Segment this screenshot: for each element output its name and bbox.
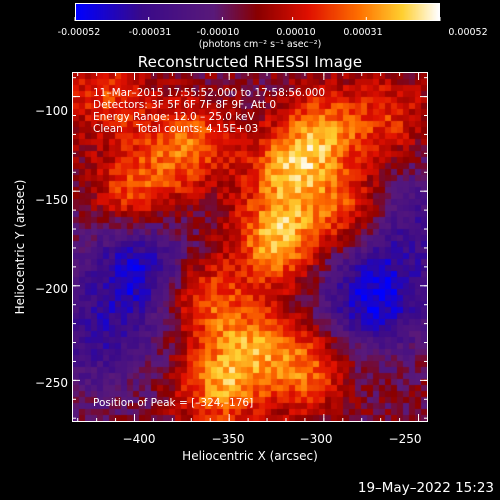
colorbar-tick-label: -0.00031 [128, 27, 172, 38]
peak-position-label: Position of Peak = [–324,–176] [93, 397, 254, 409]
annotation-counts: Clean Total counts: 4.15E+03 [93, 123, 259, 135]
annotation-energy-range: Energy Range: 12.0 – 25.0 keV [93, 111, 255, 123]
x-axis-label: Heliocentric X (arcsec) [182, 449, 318, 463]
colorbar-gradient [76, 4, 439, 20]
colorbar-tick-label: -0.00010 [196, 27, 240, 38]
annotation-time-range: 11–Mar–2015 17:55:52.000 to 17:58:56.000 [93, 87, 326, 99]
x-tick-label: −250 [388, 432, 422, 446]
timestamp: 19–May–2022 15:23 [357, 480, 494, 496]
plot-area: 11–Mar–2015 17:55:52.000 to 17:58:56.000… [72, 72, 428, 422]
colorbar [75, 3, 440, 21]
colorbar-tick-label: -0.00052 [57, 27, 101, 38]
y-tick-label: −200 [35, 282, 68, 296]
y-tick-label: −150 [35, 193, 68, 207]
annotation-detectors: Detectors: 3F 5F 6F 7F 8F 9F, Att 0 [93, 99, 277, 111]
x-tick-label: −350 [211, 432, 245, 446]
y-tick-label: −100 [35, 104, 68, 118]
y-axis-label: Heliocentric Y (arcsec) [13, 179, 27, 315]
chart-title: Reconstructed RHESSI Image [137, 53, 363, 71]
y-tick-label: −250 [35, 376, 68, 390]
x-tick-label: −300 [299, 432, 333, 446]
heatmap-image [73, 73, 427, 421]
x-tick-label: −400 [122, 432, 156, 446]
colorbar-tick-label: 0.00010 [276, 27, 316, 38]
colorbar-tick-label: 0.00031 [343, 27, 383, 38]
colorbar-unit-label: (photons cm⁻² s⁻¹ asec⁻²) [198, 39, 322, 50]
colorbar-tick-label: 0.00052 [448, 27, 488, 38]
